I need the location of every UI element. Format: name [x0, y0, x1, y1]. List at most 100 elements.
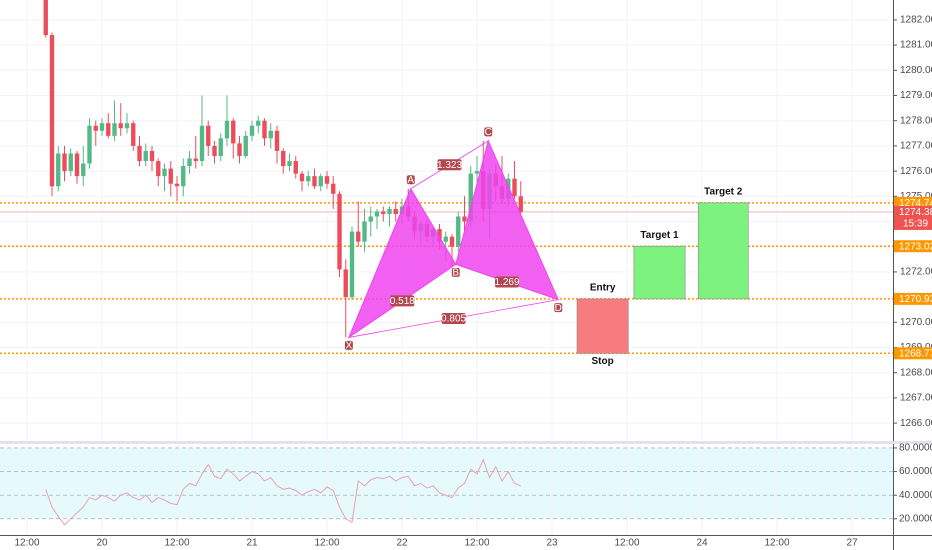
point-badge — [344, 340, 353, 350]
candle-body — [87, 125, 92, 164]
current-price-label: 1274.38 — [899, 207, 932, 218]
candle-body — [268, 130, 273, 139]
candle-body — [124, 123, 130, 129]
candle-body — [206, 125, 211, 146]
trade-box — [633, 245, 686, 300]
y-tick-label: 1268.00 — [900, 367, 932, 378]
candle-body — [156, 161, 161, 177]
level-label: 1270.93 — [899, 294, 932, 305]
candle-body — [162, 168, 167, 177]
candle-body — [199, 125, 205, 162]
candle-body — [212, 145, 217, 156]
point-badge — [484, 127, 493, 137]
ratio-label: 1.269 — [494, 277, 519, 288]
ratio-label: 1.323 — [437, 160, 462, 171]
x-tick-label: 12:00 — [464, 538, 489, 549]
candle-body — [68, 153, 73, 172]
level-badge — [894, 240, 932, 253]
candle-body — [74, 153, 80, 177]
y-tick-label: 1277.00 — [900, 141, 932, 152]
point-label: D — [555, 303, 562, 314]
candle-body — [149, 150, 155, 162]
candle-body — [274, 130, 280, 151]
candle-body — [374, 211, 380, 217]
candle-body — [81, 163, 86, 177]
y-tick-label: 1282.00 — [900, 15, 932, 26]
candle-body — [299, 173, 305, 182]
candle-body — [362, 221, 367, 242]
y-tick-label: 1266.00 — [900, 418, 932, 429]
candle-body — [449, 236, 455, 247]
candle-body — [218, 138, 223, 156]
trade-box — [697, 202, 749, 300]
point-label: B — [452, 267, 459, 278]
x-tick-label: 24 — [696, 538, 708, 549]
candle-body — [337, 193, 342, 270]
x-tick-label: 12:00 — [14, 538, 39, 549]
level-badge — [894, 196, 932, 209]
y-tick-label: 40.0000 — [899, 490, 932, 501]
x-tick-label: 27 — [846, 538, 858, 549]
y-tick-label: 60.0000 — [899, 466, 932, 477]
candle-body — [187, 158, 192, 167]
candle-body — [381, 211, 386, 214]
box-label: Target 1 — [640, 230, 679, 241]
x-tick-label: 12:00 — [164, 538, 189, 549]
trade-box — [576, 298, 629, 354]
candle-body — [262, 120, 267, 139]
candle-body — [112, 123, 117, 136]
level-badge — [894, 292, 932, 305]
candle-body — [393, 208, 398, 214]
candle-body — [287, 161, 292, 167]
ratio-badge — [495, 276, 519, 288]
candle-body — [474, 171, 480, 174]
candle-body — [368, 216, 373, 222]
candle-body — [512, 178, 517, 197]
candle-body — [99, 123, 105, 131]
candle-body — [168, 168, 173, 184]
candle-body — [249, 125, 255, 136]
y-tick-label: 1276.00 — [900, 166, 932, 177]
countdown-label: 15:39 — [903, 219, 928, 230]
candle-body — [349, 231, 355, 298]
y-tick-label: 1272.00 — [900, 267, 932, 278]
y-tick-label: 1275.00 — [900, 191, 932, 202]
ratio-label: 0.518 — [390, 296, 415, 307]
candle-body — [243, 135, 248, 156]
ratio-label: 0.805 — [441, 314, 466, 325]
price-pane: 1.323 0.518 1.269 0.805 X A B C D Entry Stop Target… — [0, 0, 893, 440]
y-tick-label: 1280.00 — [900, 65, 932, 76]
x-tick-label: 20 — [96, 538, 108, 549]
candle-body — [49, 35, 55, 187]
point-label: X — [346, 341, 353, 352]
rsi-band — [0, 447, 893, 519]
candle-body — [118, 123, 123, 129]
x-tick-label: 12:00 — [764, 538, 789, 549]
candle-body — [356, 231, 361, 242]
candle-body — [143, 150, 148, 162]
ratio-badge — [441, 313, 466, 325]
candle-body — [181, 166, 186, 187]
candle-body — [193, 158, 198, 162]
point-badge — [451, 267, 460, 277]
candle-body — [137, 145, 142, 162]
candle-body — [312, 176, 317, 187]
candle-body — [256, 120, 261, 126]
box-label: Entry — [590, 283, 616, 294]
candle-body — [306, 176, 311, 182]
candle-body — [281, 150, 286, 167]
candle-body — [131, 123, 136, 146]
x-tick-label: 12:00 — [614, 538, 639, 549]
rsi-pane — [0, 445, 893, 535]
x-tick-label: 21 — [246, 538, 258, 549]
box-label: Target 2 — [704, 187, 743, 198]
level-label: 1268.77 — [899, 348, 932, 359]
ratio-badge — [390, 295, 415, 307]
candle-body — [224, 120, 230, 139]
candle-body — [387, 208, 392, 214]
x-tick-label: 22 — [396, 538, 408, 549]
candle-body — [518, 196, 523, 212]
point-label: A — [407, 175, 414, 186]
y-tick-label: 1270.00 — [900, 317, 932, 328]
